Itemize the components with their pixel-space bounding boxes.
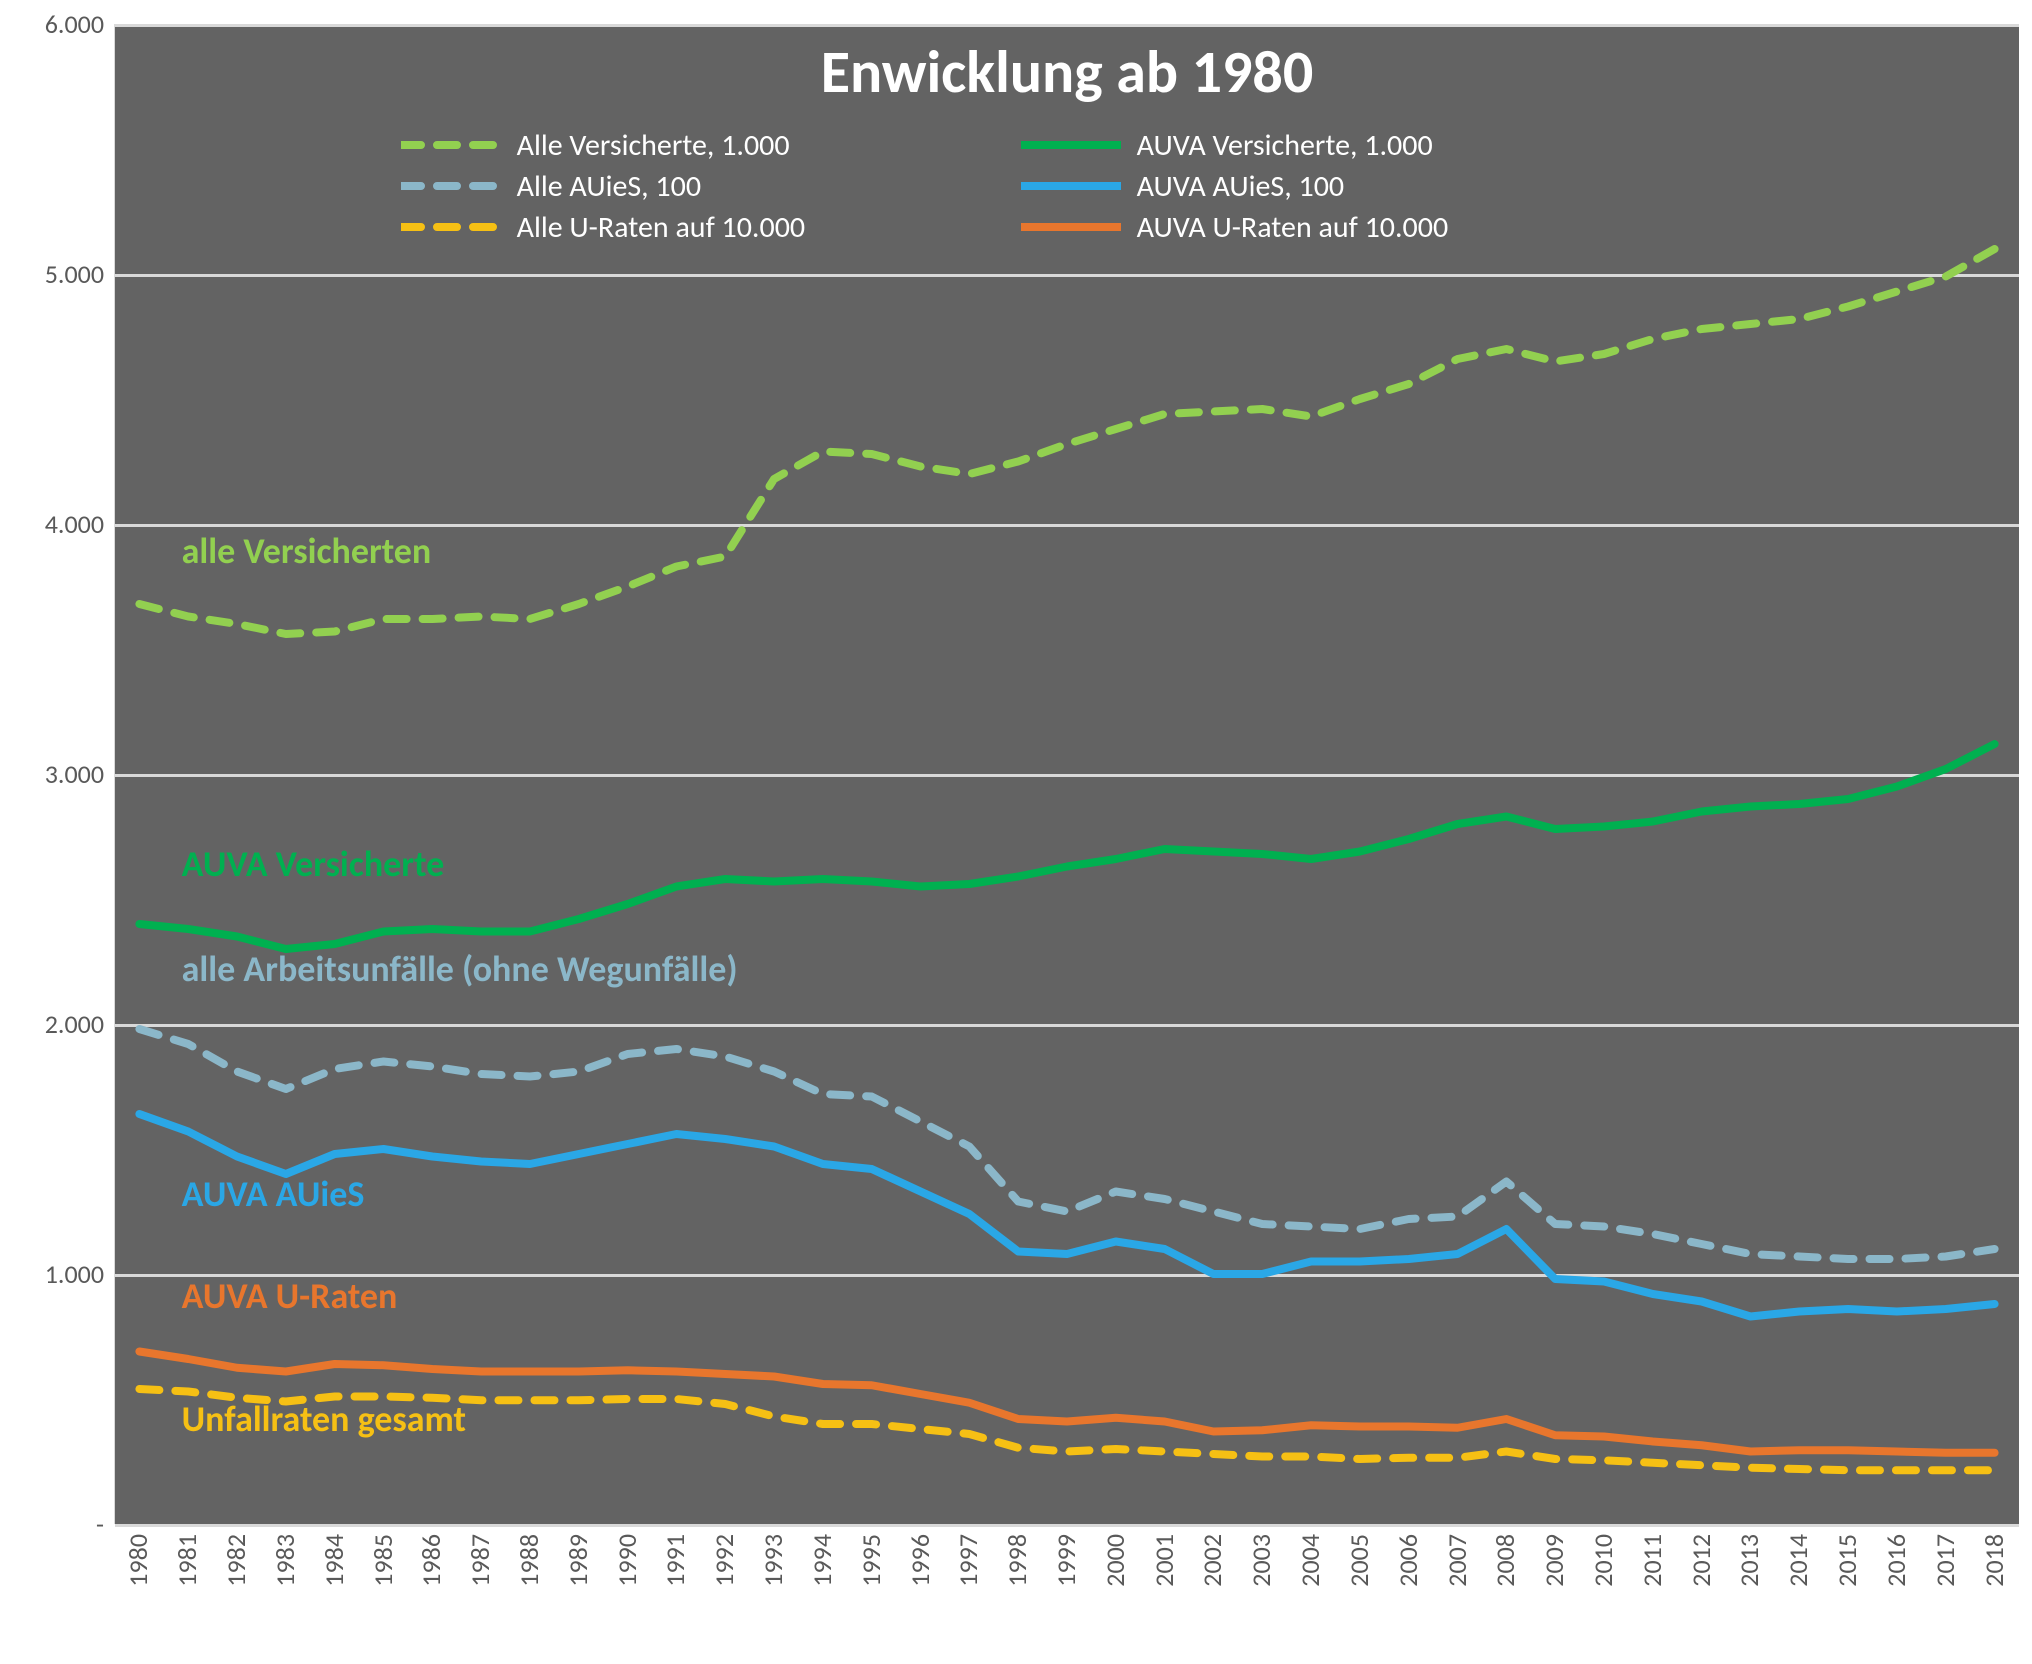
x-axis-label: 2003: [1248, 1534, 1274, 1587]
x-axis-label: 2008: [1492, 1534, 1518, 1587]
annotation: AUVA U-Raten: [182, 1274, 398, 1318]
x-axis-label: 2012: [1688, 1534, 1714, 1587]
x-axis-label: 1981: [174, 1534, 200, 1587]
annotation: alle Versicherten: [182, 529, 432, 573]
x-axis-label: 2017: [1932, 1534, 1958, 1587]
x-axis-label: 1996: [907, 1534, 933, 1587]
y-axis-label: 6.000: [14, 11, 104, 37]
x-axis-label: 2014: [1785, 1534, 1811, 1587]
x-axis-label: 1985: [370, 1534, 396, 1587]
x-axis-label: 2000: [1102, 1534, 1128, 1587]
series-auva_auies: [139, 1114, 1994, 1317]
annotation: alle Arbeitsunfälle (ohne Wegunfälle): [182, 947, 738, 991]
x-axis-label: 1986: [418, 1534, 444, 1587]
x-axis-label: 1984: [321, 1534, 347, 1587]
y-axis-label: 2.000: [14, 1011, 104, 1037]
annotation: Unfallraten gesamt: [182, 1397, 466, 1441]
x-axis-label: 2001: [1151, 1534, 1177, 1587]
y-axis-label: 5.000: [14, 261, 104, 287]
y-axis-label: 3.000: [14, 761, 104, 787]
plot-area: Enwicklung ab 1980 Alle Versicherte, 1.0…: [114, 24, 2019, 1524]
x-axis-label: 1997: [955, 1534, 981, 1587]
x-axis-label: 1992: [711, 1534, 737, 1587]
x-axis-label: 1993: [760, 1534, 786, 1587]
x-axis-label: 1989: [565, 1534, 591, 1587]
x-axis-label: 1982: [223, 1534, 249, 1587]
x-axis-label: 1990: [614, 1534, 640, 1587]
x-axis-label: 1995: [858, 1534, 884, 1587]
x-axis-label: 1998: [1004, 1534, 1030, 1587]
x-axis-label: 2016: [1883, 1534, 1909, 1587]
x-axis-label: 2018: [1981, 1534, 2007, 1587]
x-axis-label: 1988: [516, 1534, 542, 1587]
x-axis-label: 1999: [1053, 1534, 1079, 1587]
y-axis-label: -: [14, 1511, 104, 1537]
x-axis-label: 2004: [1297, 1534, 1323, 1587]
x-axis-label: 2005: [1346, 1534, 1372, 1587]
x-axis-label: 2002: [1199, 1534, 1225, 1587]
x-axis-label: 2006: [1395, 1534, 1421, 1587]
y-axis-label: 4.000: [14, 511, 104, 537]
y-axis-label: 1.000: [14, 1261, 104, 1287]
x-axis-label: 2009: [1541, 1534, 1567, 1587]
x-axis-label: 1991: [662, 1534, 688, 1587]
series-layer: [115, 24, 2019, 1524]
annotation: AUVA AUieS: [182, 1172, 365, 1216]
grid-line: [115, 1524, 2019, 1527]
series-alle_auies: [139, 1029, 1994, 1259]
x-axis-label: 1983: [272, 1534, 298, 1587]
chart-container: Enwicklung ab 1980 Alle Versicherte, 1.0…: [0, 0, 2032, 1664]
x-axis-label: 2007: [1444, 1534, 1470, 1587]
x-axis-label: 1980: [125, 1534, 151, 1587]
series-alle_versicherte: [139, 249, 1994, 634]
annotation: AUVA Versicherte: [182, 842, 445, 886]
x-axis-label: 1994: [809, 1534, 835, 1587]
x-axis-label: 2013: [1736, 1534, 1762, 1587]
x-axis-label: 2011: [1639, 1534, 1665, 1587]
x-axis-label: 2015: [1834, 1534, 1860, 1587]
x-axis-label: 2010: [1590, 1534, 1616, 1587]
x-axis-label: 1987: [467, 1534, 493, 1587]
